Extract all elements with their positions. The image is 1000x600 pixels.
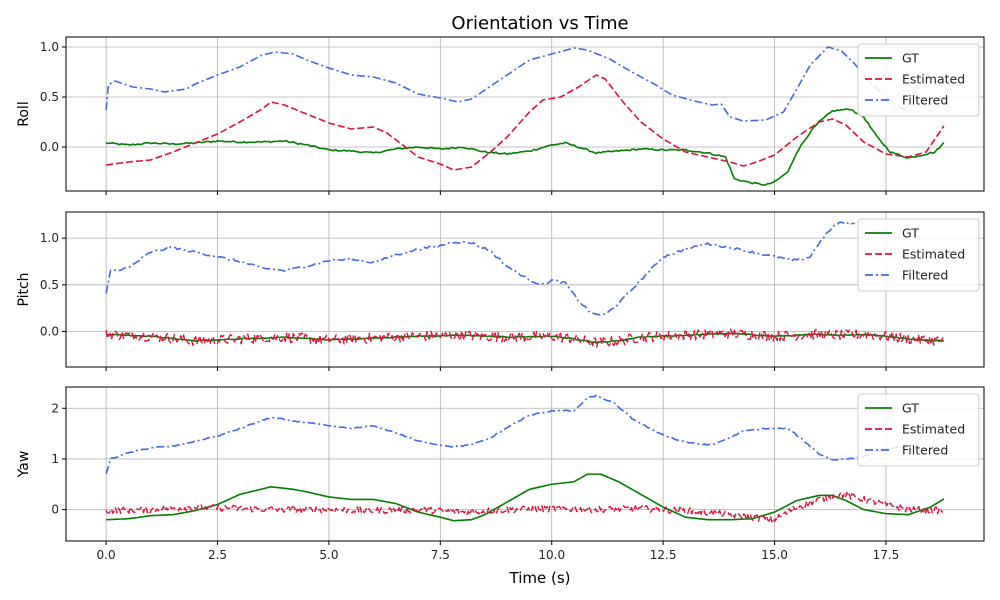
y-tick-label: 0.0 [40,140,59,154]
x-tick-label: 0.0 [97,548,116,562]
y-tick-label: 0.5 [40,90,59,104]
panels-layer: 0.0 0.5 1.0 Roll GT Estimated Filtered 0.0 0.5 1.… [16,36,985,562]
panel-yaw: 0 1 2 0.0 2.5 5.0 7.5 10.0 12.5 15.0 17.5 Yaw GT Esti… [16,386,985,562]
x-tick-label: 5.0 [319,548,338,562]
series-line-estimated [106,74,945,171]
x-axis-label: Time (s) [509,569,571,587]
y-axis-label: Yaw [16,451,32,479]
y-tick-label: 0.0 [40,325,59,339]
y-axis-label: Roll [16,101,32,126]
series-line-filtered [105,394,909,475]
x-ticks [105,367,887,371]
y-tick-label: 2 [51,401,59,415]
y-ticks: 0.0 0.5 1.0 [40,40,66,154]
legend: GT Estimated Filtered [857,218,980,292]
x-tick-label: 2.5 [208,548,227,562]
legend-box [857,393,980,467]
x-tick-label: 7.5 [431,548,450,562]
legend-label-gt: GT [902,401,919,416]
y-tick-label: 1.0 [40,231,59,245]
series-line-estimated [105,491,944,523]
legend-label-filtered: Filtered [902,268,948,283]
series-line-estimated [105,328,944,348]
y-ticks: 0.0 0.5 1.0 [40,231,66,339]
legend-label-filtered: Filtered [902,93,948,108]
series-line-filtered [105,221,855,316]
legend-label-estimated: Estimated [902,72,965,87]
grid-lines [66,37,984,191]
legend: GT Estimated Filtered [857,393,980,467]
legend-label-estimated: Estimated [902,247,965,262]
x-tick-label: 10.0 [538,548,565,562]
x-ticks [105,191,887,195]
series-line-filtered [105,46,909,122]
legend-label-gt: GT [902,226,919,241]
y-ticks: 0 1 2 [51,401,66,517]
panel-pitch: 0.0 0.5 1.0 Pitch GT Estimated Filtered [16,211,985,371]
grid-lines [66,212,984,367]
x-ticks: 0.0 2.5 5.0 7.5 10.0 12.5 15.0 17.5 [97,541,900,562]
y-tick-label: 1 [51,452,59,466]
series-line-gt [106,473,945,522]
y-tick-label: 0.5 [40,278,59,292]
legend-box [857,43,980,117]
legend-box [857,218,980,292]
x-tick-label: 17.5 [873,548,900,562]
legend: GT Estimated Filtered [857,43,980,117]
panel-roll: 0.0 0.5 1.0 Roll GT Estimated Filtered [16,36,985,195]
plot-frame [65,211,985,368]
series-line-gt [105,108,945,186]
series-group [105,221,945,348]
legend-label-filtered: Filtered [902,443,948,458]
x-tick-label: 12.5 [650,548,677,562]
x-tick-label: 15.0 [761,548,788,562]
y-tick-label: 1.0 [40,40,59,54]
y-tick-label: 0 [51,503,59,517]
legend-label-gt: GT [902,51,919,66]
chart-title: Orientation vs Time [451,13,628,34]
grid-lines [66,387,984,541]
y-axis-label: Pitch [16,272,32,306]
series-group [105,394,945,523]
series-group [105,46,945,186]
plot-frame [65,386,985,542]
plot-frame [65,36,985,192]
legend-label-estimated: Estimated [902,422,965,437]
